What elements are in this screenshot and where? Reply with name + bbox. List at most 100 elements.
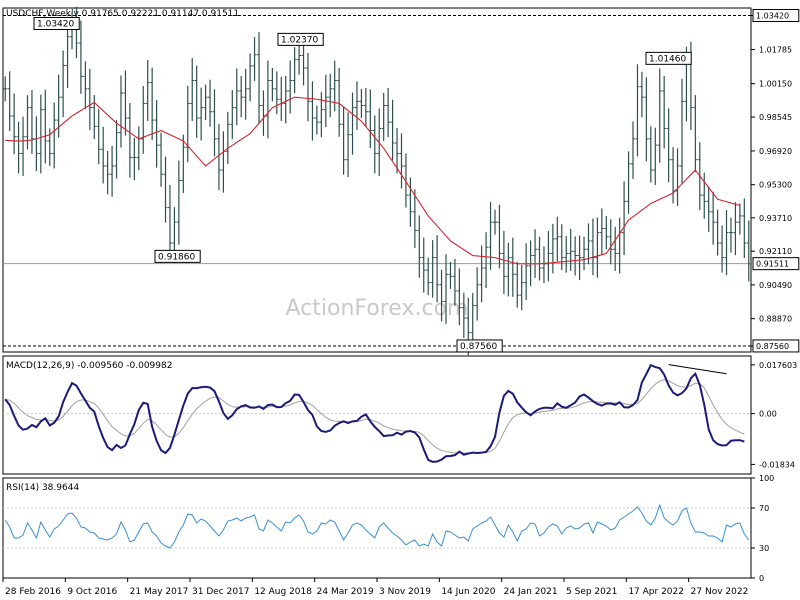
price-bar bbox=[3, 76, 8, 102]
price-bar bbox=[541, 246, 546, 284]
price-bar bbox=[555, 216, 560, 262]
price-bar bbox=[408, 177, 413, 227]
moving-average-line bbox=[5, 96, 741, 265]
price-bar bbox=[105, 150, 110, 195]
price-bar bbox=[203, 84, 208, 121]
price-bar bbox=[595, 217, 600, 278]
price-bar bbox=[328, 73, 333, 118]
price-bar bbox=[123, 70, 128, 136]
price-bar bbox=[573, 236, 578, 276]
price-bar bbox=[61, 50, 66, 118]
price-bar bbox=[510, 237, 515, 297]
macd-tick-label: -0.01834 bbox=[759, 460, 795, 469]
price-bar bbox=[631, 121, 636, 179]
price-bar bbox=[225, 111, 230, 164]
price-bar bbox=[746, 220, 751, 282]
price-bar bbox=[381, 93, 386, 141]
price-bar bbox=[403, 153, 408, 208]
rsi-tick-label: 70 bbox=[759, 504, 769, 513]
price-tick-label: 0.95300 bbox=[759, 181, 792, 190]
price-bar bbox=[101, 126, 106, 184]
x-tick-label: 24 Mar 2019 bbox=[317, 587, 374, 597]
price-bar bbox=[617, 217, 622, 274]
price-bar bbox=[528, 240, 533, 286]
price-bar bbox=[590, 218, 595, 276]
price-bar bbox=[492, 209, 497, 235]
price-bar bbox=[87, 68, 92, 131]
price-bar bbox=[16, 121, 21, 174]
x-tick-label: 5 Sep 2021 bbox=[566, 587, 617, 597]
price-bar bbox=[702, 172, 707, 219]
price-bar bbox=[639, 71, 644, 118]
price-bar bbox=[12, 93, 17, 155]
price-bar bbox=[127, 103, 132, 178]
price-bar bbox=[635, 64, 640, 157]
price-bar bbox=[132, 137, 137, 181]
price-tick-label: 0.96920 bbox=[759, 147, 792, 156]
price-bar bbox=[43, 89, 48, 164]
price-bar bbox=[506, 242, 511, 297]
price-bar bbox=[728, 217, 733, 253]
price-bar bbox=[599, 208, 604, 256]
price-bar bbox=[199, 87, 204, 141]
price-bar bbox=[653, 127, 658, 186]
price-bar bbox=[154, 100, 159, 168]
price-bar bbox=[706, 186, 711, 232]
macd-divergence-trendline bbox=[668, 364, 727, 375]
price-bar bbox=[363, 88, 368, 127]
price-bar bbox=[190, 58, 195, 121]
price-bar bbox=[568, 228, 573, 271]
price-bar bbox=[265, 60, 270, 139]
annotation-low-1: 0.91860 bbox=[154, 249, 201, 263]
price-bar bbox=[216, 123, 221, 191]
macd-tick-label: 0.00 bbox=[759, 410, 777, 419]
price-bar bbox=[711, 191, 716, 245]
price-bar bbox=[261, 90, 266, 136]
price-bar bbox=[208, 79, 213, 127]
price-bar bbox=[96, 108, 101, 165]
rsi-tick-label: 30 bbox=[759, 544, 769, 553]
price-bar bbox=[292, 47, 297, 94]
price-bar bbox=[417, 215, 422, 278]
price-bar bbox=[21, 116, 26, 176]
price-bar bbox=[288, 60, 293, 114]
price-bar bbox=[136, 126, 141, 171]
macd-tick-label: 0.017603 bbox=[759, 361, 797, 370]
price-bar bbox=[279, 76, 284, 121]
rsi-header: RSI(14) 38.9644 bbox=[6, 483, 79, 493]
price-bar bbox=[78, 20, 83, 94]
price-bar bbox=[501, 230, 506, 294]
price-bar bbox=[537, 236, 542, 281]
price-bar bbox=[239, 75, 244, 118]
price-bar bbox=[386, 88, 391, 138]
price-bar bbox=[176, 160, 181, 245]
price-bar bbox=[310, 81, 315, 141]
watermark: ActionForex.com bbox=[286, 296, 469, 321]
price-bar bbox=[515, 261, 520, 308]
price-tick-label: 0.90490 bbox=[759, 281, 792, 290]
x-tick-label: 27 Nov 2022 bbox=[691, 587, 749, 597]
price-bar bbox=[332, 60, 337, 112]
price-bar bbox=[234, 68, 239, 126]
panel-price bbox=[2, 7, 752, 353]
price-bar bbox=[644, 77, 649, 162]
price-bar bbox=[110, 145, 115, 197]
annotation-high-2: 1.02370 bbox=[277, 32, 324, 46]
price-bar bbox=[497, 204, 502, 269]
price-tick-label: 0.93710 bbox=[759, 214, 792, 223]
price-bar bbox=[452, 258, 457, 306]
price-tick-label: 1.00150 bbox=[759, 80, 792, 89]
price-bar bbox=[533, 229, 538, 279]
price-bar bbox=[274, 71, 279, 115]
price-bar bbox=[83, 61, 88, 109]
x-tick-label: 9 Oct 2016 bbox=[67, 587, 117, 597]
price-bar bbox=[395, 128, 400, 174]
price-bar bbox=[461, 292, 466, 339]
price-bar bbox=[577, 235, 582, 281]
price-bar bbox=[679, 78, 684, 184]
annotation-high-1: 1.03420 bbox=[33, 17, 80, 31]
price-bar bbox=[118, 75, 123, 148]
price-bar bbox=[141, 85, 146, 154]
price-bar bbox=[693, 95, 698, 173]
x-tick-label: 17 Apr 2022 bbox=[628, 587, 684, 597]
